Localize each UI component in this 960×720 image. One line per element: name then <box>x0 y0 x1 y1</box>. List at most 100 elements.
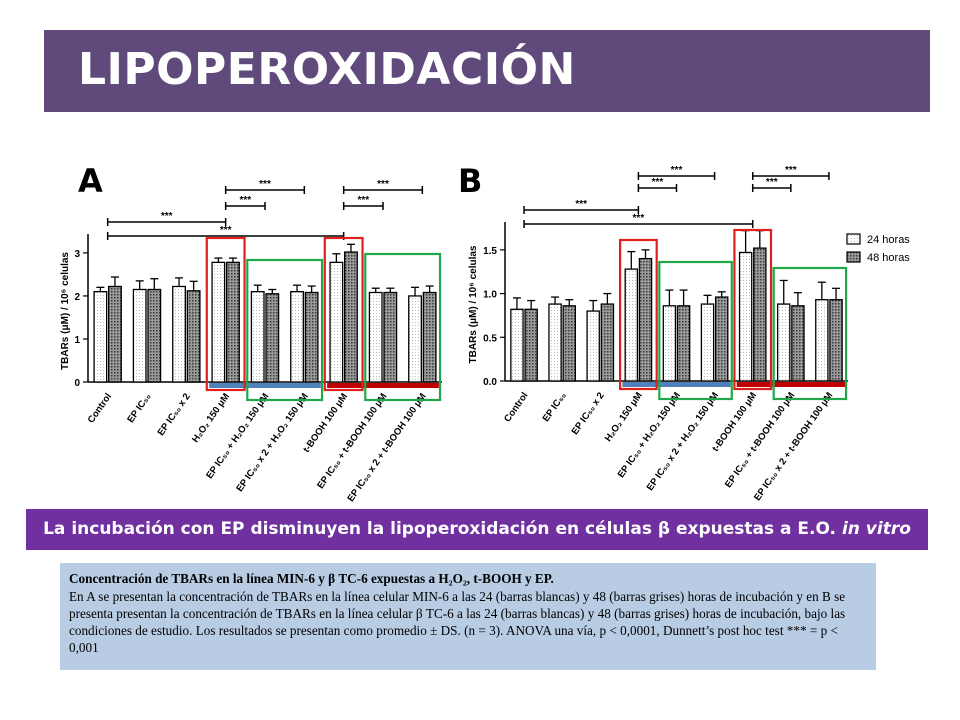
bar-48h <box>714 296 729 382</box>
ep-tbooh-highlight-box <box>772 266 848 401</box>
y-tick-label: 1 <box>74 335 80 346</box>
y-axis-label: TBARs (μM) / 10⁶ celulas <box>60 252 71 370</box>
chart-b: 0.0 0.5 1.0 1.5 TBARs (μM) / 10⁶ celulas Cont… <box>468 165 910 503</box>
x-tick-label: EP IC₅₀ <box>125 391 153 425</box>
x-tick-label: EP IC₅₀ + t-BOOH 100 μM <box>315 391 389 491</box>
bar-24h <box>132 288 147 383</box>
ep-tbooh-highlight-box <box>364 252 442 402</box>
conclusion-banner: La incubación con EP disminuyen la lipop… <box>26 509 928 550</box>
caption-title: Concentración de TBARs en la línea MIN-6… <box>69 571 554 586</box>
tbooh-highlight-box <box>733 228 773 391</box>
y-tick-label: 0.5 <box>483 333 497 344</box>
significance-label: *** <box>633 213 645 224</box>
significance-label: *** <box>575 199 587 210</box>
significance-label: *** <box>785 165 797 176</box>
bar-24h <box>290 290 304 383</box>
conclusion-main: La incubación con EP disminuyen la lipop… <box>43 519 842 539</box>
y-tick-label: 0.0 <box>483 377 497 388</box>
significance-label: *** <box>259 179 271 190</box>
bar-48h <box>344 251 358 383</box>
significance-label: *** <box>671 165 683 176</box>
bar-48h <box>638 257 653 382</box>
bar-48h <box>304 291 319 383</box>
bar-48h <box>147 288 162 383</box>
legend-label: 48 horas <box>867 252 910 264</box>
bar-24h <box>548 303 562 382</box>
x-tick-label: Control <box>502 390 530 424</box>
y-tick-label: 2 <box>74 292 80 303</box>
bar-24h <box>624 268 639 382</box>
bar-24h <box>776 303 791 382</box>
tbooh-band <box>327 383 439 388</box>
h2o2-band <box>622 382 731 387</box>
panel-a-label: A <box>78 162 103 200</box>
bar-24h <box>250 290 265 383</box>
h2o2-highlight-box <box>205 236 246 392</box>
legend-swatch <box>846 233 861 245</box>
significance-label: *** <box>766 177 778 188</box>
bar-24h <box>510 308 524 382</box>
bar-24h <box>172 285 186 383</box>
tbooh-highlight-box <box>323 236 364 392</box>
significance-label: *** <box>377 179 389 190</box>
bar-24h <box>211 261 226 383</box>
significance-label: *** <box>652 177 664 188</box>
conclusion-italic: in vitro <box>841 519 911 539</box>
bar-48h <box>600 303 615 382</box>
legend-swatch <box>846 251 861 263</box>
h2o2-band <box>209 383 321 388</box>
x-tick-label: EP IC₅₀ <box>541 390 569 424</box>
bar-48h <box>265 293 280 383</box>
x-tick-label: H₂O₂ 150 μM <box>603 390 645 444</box>
bar-24h <box>368 291 383 383</box>
conclusion-text: La incubación con EP disminuyen la lipop… <box>26 519 928 539</box>
x-tick-label: Control <box>86 391 114 425</box>
bar-48h <box>676 305 691 382</box>
bar-48h <box>383 291 398 383</box>
bar-24h <box>408 295 422 383</box>
bar-48h <box>108 285 122 383</box>
bar-24h <box>815 299 829 382</box>
bar-48h <box>226 261 240 383</box>
bar-24h <box>93 290 108 383</box>
tbooh-band <box>736 382 845 387</box>
x-tick-label: EP IC₅₀ x 2 + H₂O₂ 150 μM <box>645 390 721 493</box>
x-tick-label: EP IC₅₀ x 2 + t-BOOH 100 μM <box>752 390 835 503</box>
y-tick-label: 1.0 <box>483 290 497 301</box>
x-tick-label: EP IC₅₀ x 2 <box>156 391 193 438</box>
bar-24h <box>329 261 344 383</box>
y-axis-label: TBARs (μM) / 10⁶ celulas <box>468 245 479 363</box>
y-tick-label: 0 <box>74 378 80 389</box>
x-tick-label: EP IC₅₀ x 2 <box>570 390 607 437</box>
x-tick-label: EP IC₅₀ x 2 + t-BOOH 100 μM <box>345 391 428 504</box>
ep-h2o2-highlight-box <box>246 258 324 402</box>
bar-24h <box>700 303 715 382</box>
significance-label: *** <box>357 195 369 206</box>
title-bar: LIPOPEROXIDACIÓN <box>44 30 930 112</box>
bar-48h <box>753 247 767 382</box>
significance-label: *** <box>220 225 232 236</box>
h2o2-highlight-box <box>618 238 658 391</box>
bar-24h <box>662 305 677 382</box>
bar-48h <box>829 299 843 382</box>
bar-24h <box>738 251 753 382</box>
figure-caption: Concentración de TBARs en la línea MIN-6… <box>60 563 876 670</box>
legend-label: 24 horas <box>867 234 910 246</box>
y-tick-label: 1.5 <box>483 246 497 257</box>
ep-h2o2-highlight-box <box>658 260 733 401</box>
bar-24h <box>586 310 600 382</box>
panel-b-label: B <box>458 162 483 200</box>
x-tick-label: H₂O₂ 150 μM <box>190 391 232 445</box>
slide-title: LIPOPEROXIDACIÓN <box>78 44 576 95</box>
significance-label: *** <box>161 211 173 222</box>
y-tick-label: 3 <box>74 249 80 260</box>
significance-label: *** <box>239 195 251 206</box>
bar-48h <box>791 305 805 382</box>
bar-48h <box>186 290 201 383</box>
bar-48h <box>562 305 577 382</box>
x-tick-label: EP IC₅₀ + t-BOOH 100 μM <box>723 390 797 490</box>
bar-48h <box>524 308 538 382</box>
caption-body: En A se presentan la concentración de TB… <box>69 589 846 655</box>
x-tick-label: EP IC₅₀ x 2 + H₂O₂ 150 μM <box>234 391 310 494</box>
